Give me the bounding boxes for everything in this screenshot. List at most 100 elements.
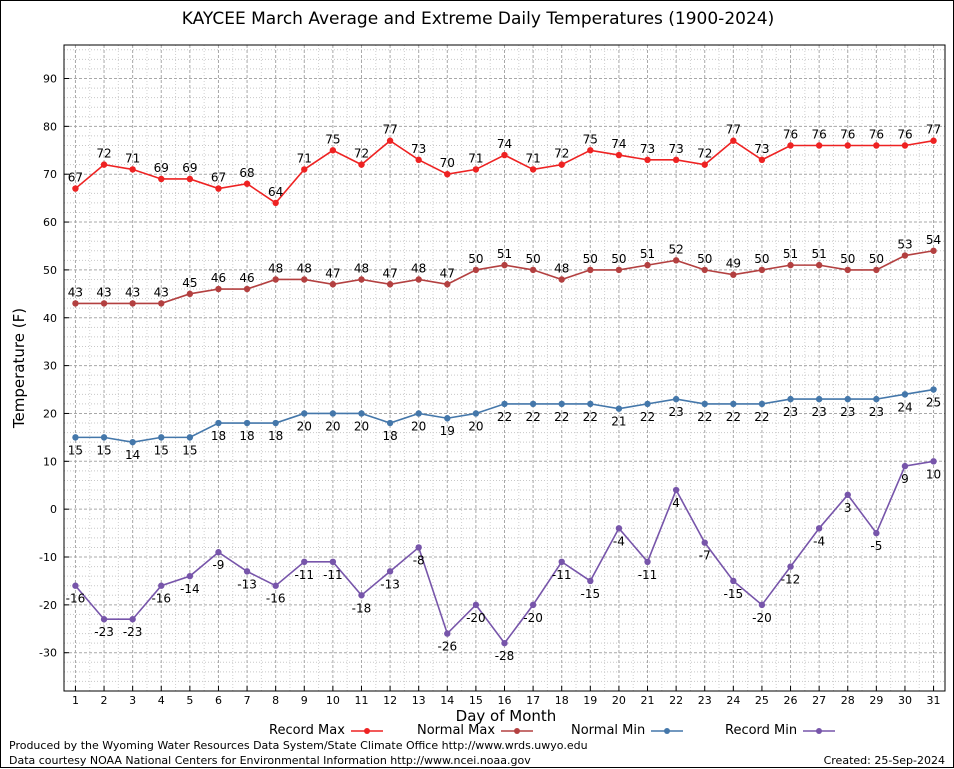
data-point: [386, 568, 394, 575]
data-point: [558, 276, 565, 283]
x-tick-label: 25: [755, 694, 769, 707]
data-label: 22: [697, 410, 712, 424]
data-label: 68: [239, 166, 254, 180]
data-point: [272, 276, 279, 283]
data-label: 48: [354, 261, 369, 275]
data-point: [386, 281, 394, 288]
data-label: -4: [813, 534, 825, 548]
x-tick-label: 15: [469, 694, 483, 707]
y-tick-label: -20: [39, 599, 57, 612]
data-point: [301, 558, 308, 565]
data-point: [415, 544, 422, 551]
x-tick-label: 27: [812, 694, 826, 707]
chart-title: KAYCEE March Average and Extreme Daily T…: [181, 9, 775, 29]
data-label: 20: [354, 419, 369, 433]
legend-swatch-normal-min: [651, 727, 684, 734]
x-tick-label: 16: [498, 694, 512, 707]
data-point: [901, 391, 909, 398]
data-label: 20: [297, 419, 312, 433]
data-label: 43: [96, 285, 111, 299]
data-label: 43: [154, 285, 169, 299]
data-point: [501, 261, 508, 269]
data-point: [301, 276, 308, 283]
data-point: [615, 151, 623, 159]
data-point: [243, 180, 251, 187]
data-point: [844, 142, 851, 149]
data-point: [672, 395, 680, 403]
data-label: 50: [583, 252, 598, 266]
data-label: 22: [525, 410, 540, 424]
data-label: -15: [581, 587, 601, 601]
data-point: [186, 290, 194, 298]
data-label: 18: [239, 429, 254, 443]
y-tick-label: -30: [39, 647, 57, 660]
data-label: 21: [611, 415, 626, 429]
data-label: 72: [697, 147, 712, 161]
data-label: 14: [125, 448, 140, 462]
data-label: 71: [525, 151, 540, 165]
y-tick-label: 80: [43, 120, 57, 133]
data-point: [444, 415, 451, 422]
data-point: [415, 156, 422, 164]
data-label: 9: [901, 472, 909, 486]
data-label: 50: [697, 252, 712, 266]
data-label: 71: [125, 151, 140, 165]
data-label: 73: [411, 142, 426, 156]
data-label: 3: [844, 501, 852, 515]
data-label: -8: [413, 553, 425, 567]
data-label: 53: [897, 238, 912, 252]
x-tick-label: 13: [412, 694, 426, 707]
legend-record-min: Record Min: [725, 723, 837, 741]
data-label: 73: [754, 142, 769, 156]
data-label: 76: [783, 127, 798, 141]
data-label: 72: [554, 147, 569, 161]
data-label: 20: [411, 419, 426, 433]
data-label: -5: [870, 539, 882, 553]
data-point: [243, 568, 251, 575]
data-point: [329, 281, 337, 288]
data-label: 77: [926, 123, 941, 137]
y-tick-label: -10: [39, 551, 57, 564]
data-point: [329, 147, 337, 154]
data-label: 51: [640, 247, 655, 261]
data-label: 73: [640, 142, 655, 156]
data-label: 4: [672, 496, 680, 510]
data-label: -16: [151, 592, 171, 606]
data-label: 51: [783, 247, 798, 261]
x-tick-label: 17: [526, 694, 540, 707]
x-tick-label: 28: [841, 694, 855, 707]
data-label: 76: [812, 127, 827, 141]
data-label: 50: [611, 252, 626, 266]
data-label: 48: [554, 261, 569, 275]
data-label: -4: [613, 534, 625, 548]
x-tick-label: 10: [326, 694, 340, 707]
data-label: 76: [840, 127, 855, 141]
data-label: -16: [266, 592, 286, 606]
x-tick-label: 21: [641, 694, 655, 707]
legend-label: Normal Max: [417, 723, 496, 738]
data-label: 77: [382, 123, 397, 137]
data-point: [930, 386, 937, 393]
data-point: [701, 161, 708, 168]
produced-by-credit: Produced by the Wyoming Water Resources …: [9, 739, 588, 752]
data-point: [386, 419, 394, 427]
data-point: [158, 175, 165, 183]
x-tick-label: 19: [583, 694, 597, 707]
data-label: -15: [724, 587, 744, 601]
data-label: 48: [297, 261, 312, 275]
data-point: [587, 400, 594, 408]
data-label: -7: [699, 549, 711, 563]
data-label: 52: [668, 242, 683, 256]
data-point: [100, 434, 108, 441]
data-label: 10: [926, 467, 941, 481]
legend-normal-min: Normal Min: [571, 723, 685, 741]
data-point: [901, 252, 909, 259]
data-label: 71: [297, 151, 312, 165]
data-point: [72, 434, 79, 441]
data-point: [930, 137, 937, 144]
data-point: [72, 185, 79, 192]
y-tick-label: 10: [43, 455, 57, 468]
data-label: 75: [583, 132, 598, 146]
data-point: [758, 400, 766, 408]
